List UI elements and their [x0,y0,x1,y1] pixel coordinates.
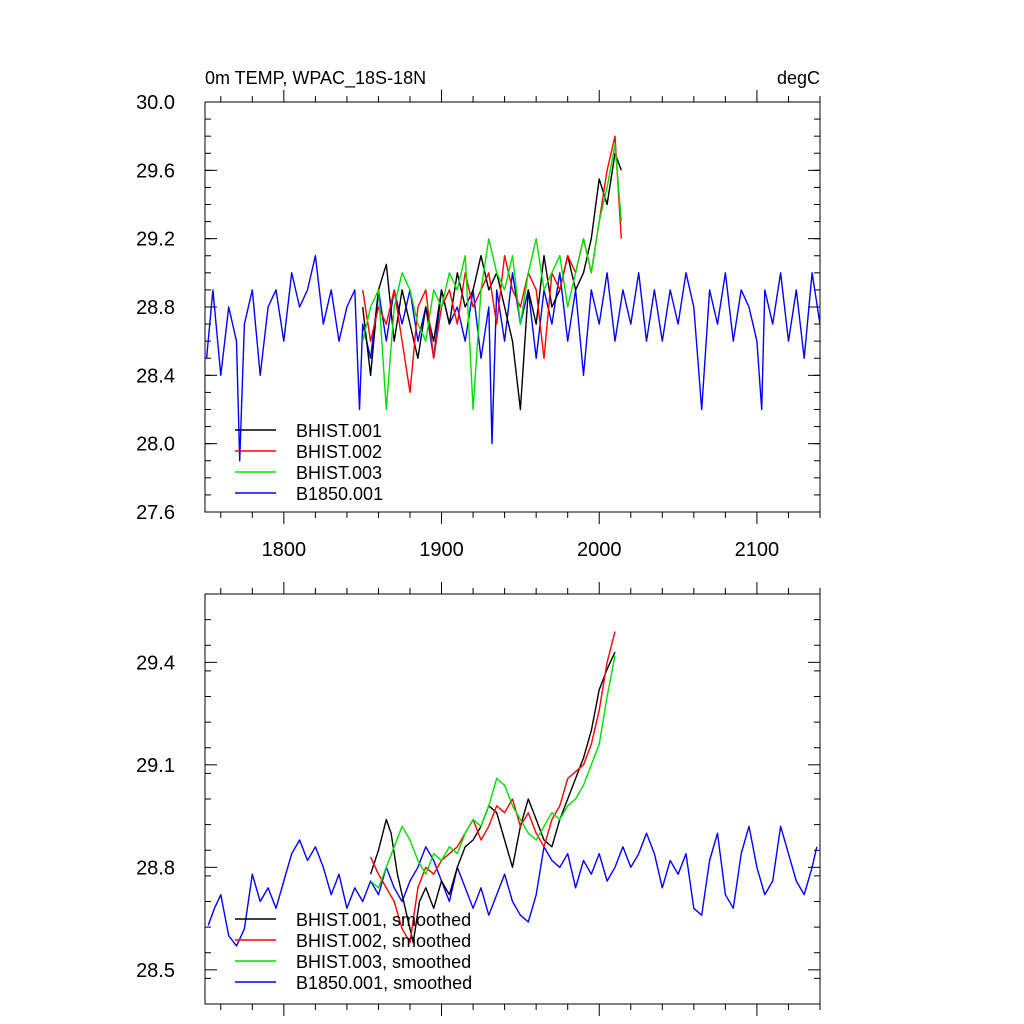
legend-label: BHIST.001, smoothed [296,910,471,930]
top-ticks: 27.6 28.0 28.4 28.8 29.2 29.6 30.0 1800 1900 2000… [136,90,821,561]
y-tick-label: 29.2 [136,229,175,251]
series-line-b1850-001-smoothed [207,825,818,947]
legend-label: BHIST.003 [296,463,382,483]
legend-label: BHIST.002, smoothed [296,931,471,951]
bottom-series [207,631,818,947]
series-line-bhist-001-smoothed [369,651,616,944]
y-tick-label: 28.4 [136,365,175,387]
y-tick-label: 28.8 [136,857,175,879]
y-tick-label: 29.4 [136,652,175,674]
series-line-bhist-003-smoothed [370,655,616,889]
x-tick-label: 1900 [419,539,464,561]
legend-label: BHIST.002 [296,442,382,462]
series-line-bhist-001 [362,152,622,411]
legend-label: B1850.001 [296,484,383,504]
y-tick-label: 30.0 [136,92,175,114]
series-line-bhist-002-smoothed [369,631,616,944]
top-units: degC [777,68,820,88]
top-panel: 0m TEMP, WPAC_18S-18N degC 27.628.028.42… [136,68,821,561]
x-tick-label: 1800 [262,539,307,561]
top-series [205,135,821,462]
series-line-b1850-001 [205,254,821,462]
legend-label: B1850.001, smoothed [296,973,472,993]
legend-label: BHIST.003, smoothed [296,952,471,972]
y-tick-label: 29.6 [136,160,175,182]
bottom-panel: 28.528.829.129.4 BHIST.001, smoothedBHIS… [136,582,821,1016]
y-tick-label: 28.8 [136,297,175,319]
top-title: 0m TEMP, WPAC_18S-18N [205,68,426,89]
y-tick-label: 27.6 [136,502,175,524]
x-tick-label: 2000 [577,539,622,561]
y-tick-label: 29.1 [136,755,175,777]
series-line-bhist-002 [362,135,622,394]
bottom-ticks: 28.5 28.8 29.1 29.4 [136,582,821,1016]
series-line-bhist-003 [362,143,622,411]
y-tick-label: 28.5 [136,960,175,982]
legend-label: BHIST.001 [296,421,382,441]
y-tick-label: 28.0 [136,434,175,456]
x-tick-label: 2100 [735,539,780,561]
